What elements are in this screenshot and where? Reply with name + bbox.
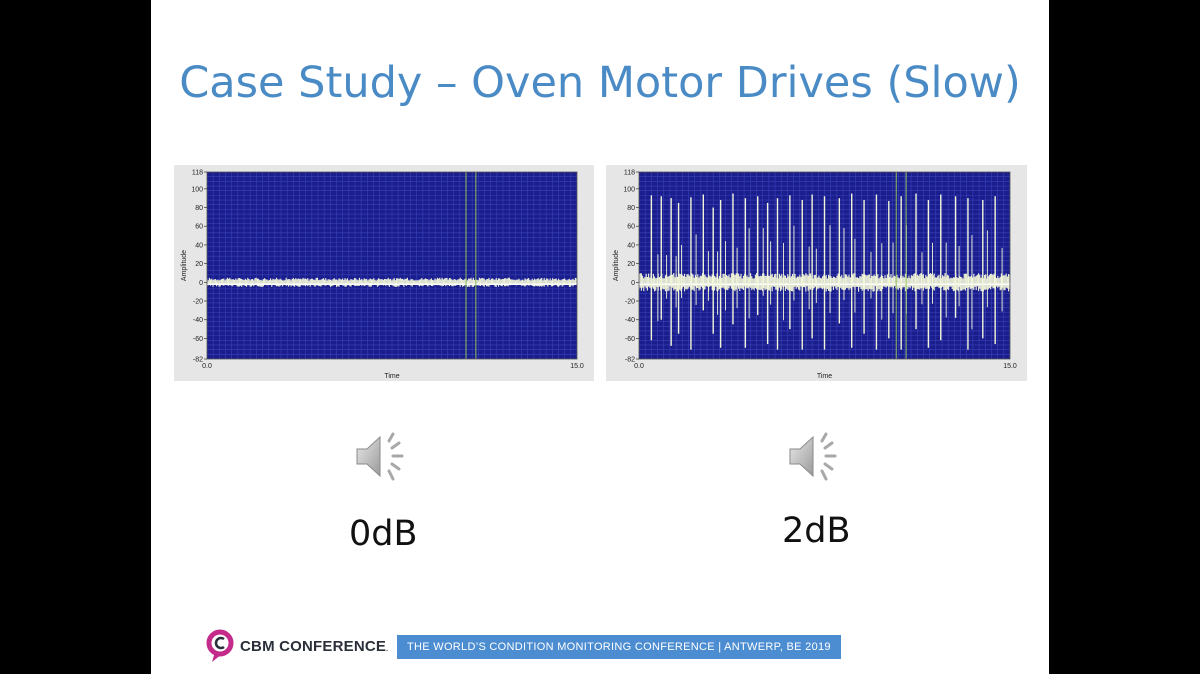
x-tick-label: 15.0 [570,363,584,370]
y-tick-label: -60 [193,336,203,343]
x-tick-label: 0.0 [634,363,644,370]
y-tick-label: 40 [627,242,635,249]
x-tick-label: 0.0 [202,363,212,370]
y-tick-label: -82 [193,357,203,364]
speaker-icon[interactable] [785,429,845,484]
y-axis-label: Amplitude [613,250,620,281]
chart-panel-0db: 118 100 80 60 40 20 0 -20 -40 -60 -82 0.0 15.0 Time Am… [174,165,594,381]
y-tick-label: -82 [625,357,635,364]
y-tick-label: 20 [195,261,203,268]
y-tick-label: 0 [199,280,203,287]
y-tick-label: 100 [623,186,635,193]
grid [207,172,577,359]
y-tick-label: 20 [627,261,635,268]
slide: Case Study – Oven Motor Drives (Slow) 11… [151,0,1049,674]
amplitude-time-chart-2db: 118 100 80 60 40 20 0 -20 -40 -60 -820.0 15.0 Time Am… [613,170,1017,381]
x-tick-label: 15.0 [1003,363,1017,370]
plot-border [638,171,1011,360]
signal-trace [638,193,1011,350]
y-tick-label: 80 [627,205,635,212]
amplitude-time-chart-0db: 118 100 80 60 40 20 0 -20 -40 -60 -820.0 15.0 Time Am… [181,170,584,381]
x-axis-label: Time [817,373,832,380]
plot-border [206,171,578,360]
cbm-logo: CBM CONFERENCE. [206,628,388,664]
caption-0db: 0dB [349,514,418,554]
conference-banner: THE WORLD’S CONDITION MONITORING CONFERE… [397,635,841,659]
slide-title: Case Study – Oven Motor Drives (Slow) [179,58,1021,108]
speaker-icon[interactable] [352,429,412,484]
y-axis-label: Amplitude [181,250,188,281]
y-tick-label: -40 [625,317,635,324]
logo-wordmark: CBM CONFERENCE. [240,637,389,655]
y-tick-label: 118 [192,170,203,177]
grid [639,172,1010,359]
y-tick-label: 60 [195,224,203,231]
y-tick-label: -20 [625,299,635,306]
y-tick-label: 80 [195,205,203,212]
y-tick-label: 40 [195,242,203,249]
chart-panel-2db: 118 100 80 60 40 20 0 -20 -40 -60 -82 0.0 15.0 Time Am… [606,165,1027,381]
caption-2db: 2dB [782,511,851,551]
y-tick-label: 0 [631,280,635,287]
y-tick-label: 60 [627,224,635,231]
y-tick-label: 118 [624,170,635,177]
x-axis-label: Time [384,373,399,380]
y-tick-label: -20 [193,299,203,306]
y-tick-label: 100 [191,186,203,193]
y-tick-label: -40 [193,317,203,324]
y-tick-label: -60 [625,336,635,343]
cbm-logo-icon [206,629,234,662]
